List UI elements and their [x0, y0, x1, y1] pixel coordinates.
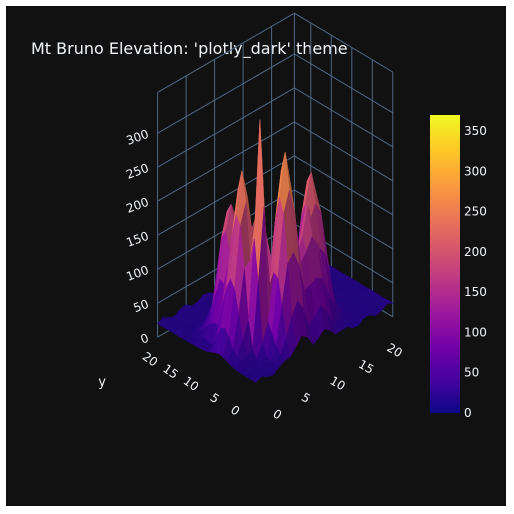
chart-title: Mt Bruno Elevation: 'plotly_dark' theme — [31, 39, 348, 58]
x-tick-label: 5 — [299, 390, 313, 406]
colorbar-tick-label: 0 — [464, 406, 472, 420]
z-gridline — [157, 12, 394, 93]
surface — [157, 119, 394, 383]
z-tick-label: 300 — [124, 127, 150, 148]
colorbar-tick-label: 50 — [464, 366, 479, 380]
z-gridline — [157, 53, 394, 134]
colorbar-tick-label: 300 — [464, 164, 487, 178]
colorbar-tick-label: 100 — [464, 325, 487, 339]
colorbar-tick-label: 150 — [464, 285, 487, 299]
colorbar-tick-label: 350 — [464, 124, 487, 138]
x-tick-label: 20 — [385, 340, 405, 360]
surface-cell — [251, 375, 263, 383]
z-tick-label: 200 — [124, 195, 150, 216]
z-tick-label: 150 — [124, 229, 150, 250]
y-tick-label: 5 — [208, 390, 222, 406]
x-tick-label: 0 — [271, 406, 285, 422]
z-tick-label: 250 — [124, 161, 150, 182]
y-tick-label: 0 — [228, 403, 242, 419]
colorbar — [430, 115, 460, 413]
z-tick-label: 0 — [139, 331, 151, 347]
y-tick-label: 15 — [160, 361, 181, 381]
z-gridline — [157, 87, 394, 168]
z-tick-label: 100 — [124, 263, 150, 284]
colorbar-tick-label: 200 — [464, 245, 487, 259]
y-axis-title: y — [98, 375, 106, 390]
x-tick-label: 10 — [328, 373, 348, 393]
colorbar-tick-label: 250 — [464, 205, 487, 219]
y-tick-label: 10 — [181, 374, 202, 394]
surface-plot: 0510152005101520050100150200250300xy0501… — [98, 12, 487, 422]
y-tick-label: 20 — [140, 349, 161, 369]
x-tick-label: 15 — [356, 357, 376, 377]
z-tick-label: 50 — [131, 297, 150, 315]
z-gridline — [157, 121, 394, 202]
plot-canvas: Mt Bruno Elevation: 'plotly_dark' theme … — [6, 6, 506, 506]
